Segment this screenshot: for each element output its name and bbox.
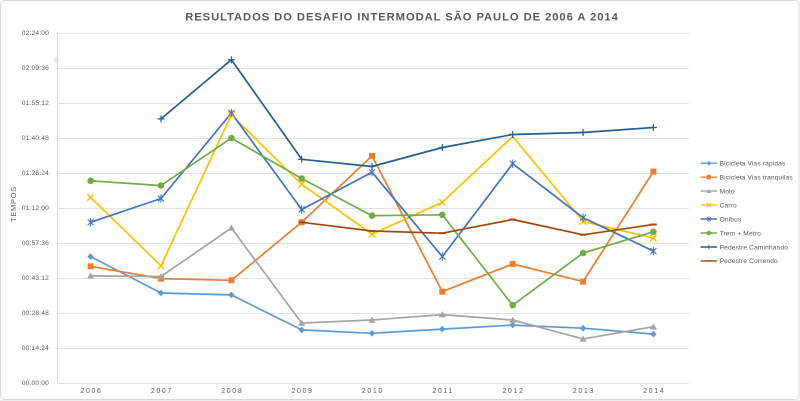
svg-text:Moto: Moto <box>720 188 735 195</box>
svg-text:02:09:36: 02:09:36 <box>22 65 49 72</box>
svg-text:Carro: Carro <box>720 202 737 209</box>
svg-text:Pedestre Caminhando: Pedestre Caminhando <box>720 244 789 251</box>
svg-text:01:55:12: 01:55:12 <box>22 100 49 107</box>
svg-text:2009: 2009 <box>292 388 314 395</box>
svg-text:TEMPOS: TEMPOS <box>9 186 18 222</box>
svg-text:2007: 2007 <box>151 388 173 395</box>
svg-text:2008: 2008 <box>221 388 243 395</box>
svg-text:2014: 2014 <box>643 388 665 395</box>
svg-text:2006: 2006 <box>80 388 102 395</box>
svg-text:00:57:36: 00:57:36 <box>22 240 49 247</box>
svg-text:02:24:00: 02:24:00 <box>22 30 49 37</box>
svg-text:2012: 2012 <box>503 388 525 395</box>
svg-text:01:40:48: 01:40:48 <box>22 135 49 142</box>
svg-text:00:00:00: 00:00:00 <box>22 380 49 387</box>
svg-text:01:26:24: 01:26:24 <box>22 170 49 177</box>
svg-text:Bicicleta Vias tranquilas: Bicicleta Vias tranquilas <box>720 175 794 182</box>
svg-text:Trem + Metro: Trem + Metro <box>720 230 761 237</box>
svg-text:RESULTADOS DO DESAFIO INTERMOD: RESULTADOS DO DESAFIO INTERMODAL SÃO PAU… <box>185 11 619 24</box>
svg-text:Bicicleta Vias rápidas: Bicicleta Vias rápidas <box>720 161 786 168</box>
svg-text:Onibus: Onibus <box>720 216 742 223</box>
svg-text:00:28:48: 00:28:48 <box>22 310 49 317</box>
svg-text:2013: 2013 <box>573 388 595 395</box>
svg-text:00:43:12: 00:43:12 <box>22 275 49 282</box>
svg-text:00:14:24: 00:14:24 <box>22 345 49 352</box>
svg-text:Pedestre Correndo: Pedestre Correndo <box>720 258 778 265</box>
svg-text:2011: 2011 <box>432 388 454 395</box>
svg-text:01:12:00: 01:12:00 <box>22 205 49 212</box>
svg-text:2010: 2010 <box>362 388 384 395</box>
